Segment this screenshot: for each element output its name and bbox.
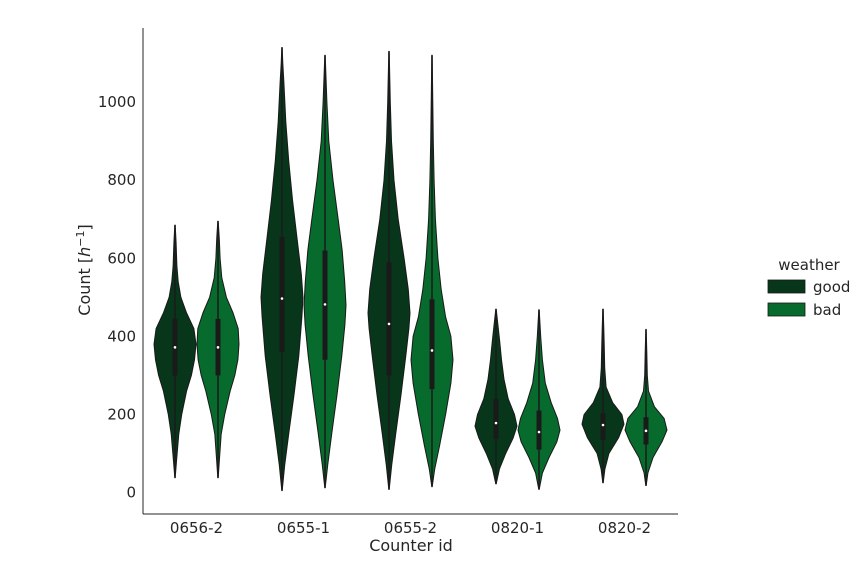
- legend-swatch-good: [767, 279, 806, 294]
- x-tick-label: 0655-1: [277, 519, 330, 537]
- legend: weather good bad: [767, 256, 850, 319]
- x-tick-label: 0656-2: [170, 519, 223, 537]
- legend-title: weather: [778, 256, 840, 274]
- violin-median: [430, 349, 434, 352]
- y-tick-label: 0: [126, 484, 136, 502]
- legend-label-good: good: [813, 278, 850, 296]
- x-axis-title: Counter id: [369, 536, 453, 555]
- violin-median: [494, 421, 498, 425]
- y-tick-label: 1000: [98, 93, 136, 111]
- x-tick-label: 0820-2: [598, 519, 651, 537]
- y-axis-ticks: 0 200 400 600 800 1000: [98, 93, 136, 501]
- legend-label-bad: bad: [813, 301, 841, 319]
- violin-median: [323, 303, 327, 306]
- x-tick-label: 0655-2: [384, 519, 437, 537]
- y-tick-label: 200: [107, 405, 136, 423]
- x-tick-label: 0820-1: [491, 519, 544, 537]
- y-tick-label: 800: [107, 171, 136, 189]
- y-axis-title: Count [h−1]: [74, 224, 95, 315]
- y-tick-label: 600: [107, 249, 136, 267]
- violin-median: [644, 429, 648, 433]
- violin-median: [537, 430, 541, 434]
- legend-swatch-bad: [767, 302, 806, 317]
- violin-median: [601, 423, 605, 427]
- violin-median: [173, 346, 177, 349]
- y-tick-label: 400: [107, 327, 136, 345]
- plot-area: [153, 47, 668, 492]
- violin-median: [280, 297, 284, 300]
- x-axis-ticks: 0656-2 0655-1 0655-2 0820-1 0820-2: [170, 519, 651, 537]
- violin-median: [216, 346, 220, 349]
- violin-median: [387, 322, 391, 326]
